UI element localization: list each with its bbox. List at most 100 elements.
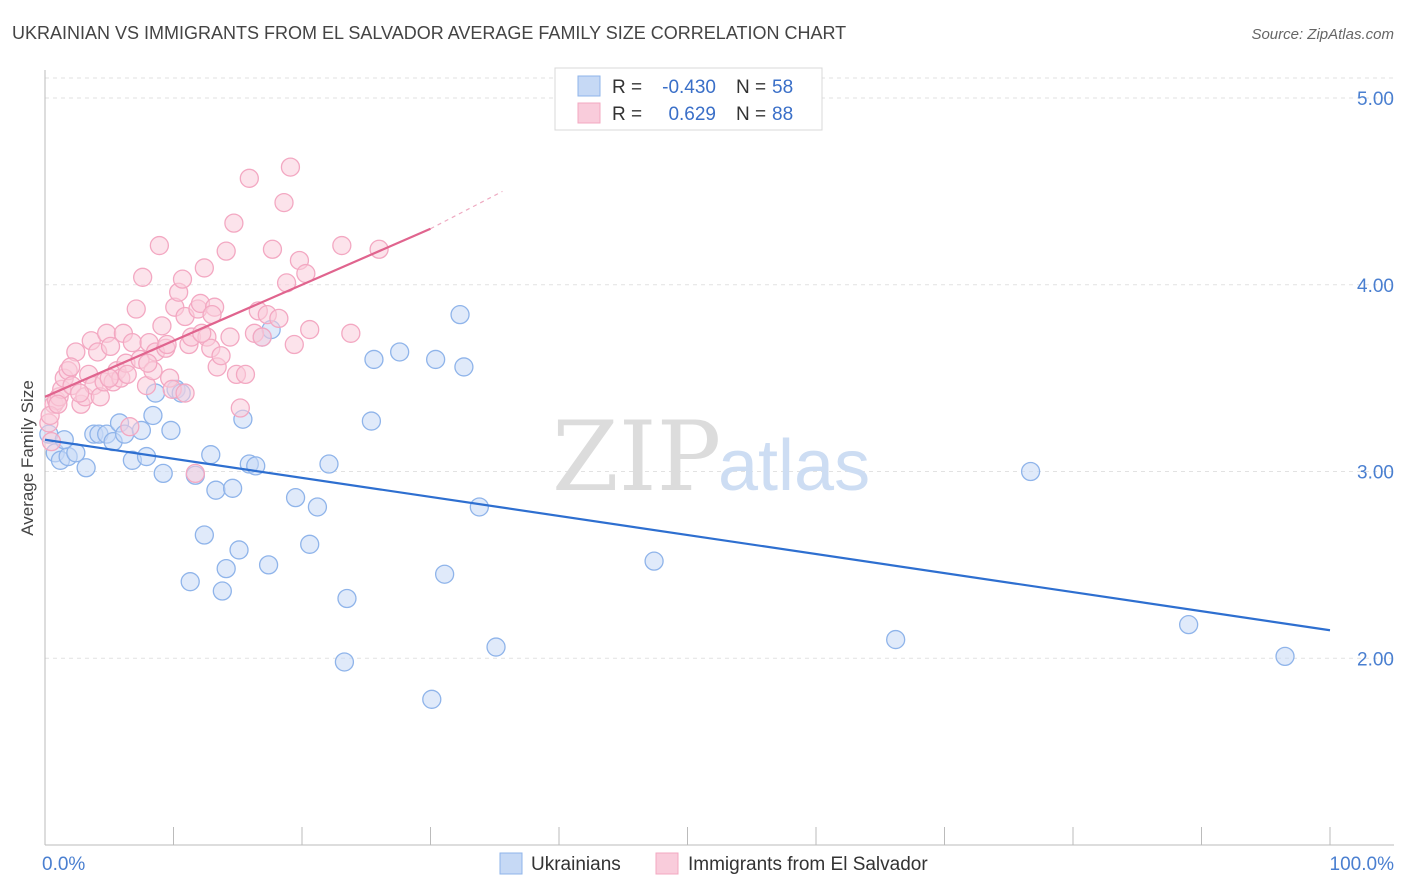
- point-el-salvador-26: [122, 333, 143, 353]
- point-ukrainians-51: [486, 637, 506, 657]
- stats-n-value-el-salvador: 88: [772, 104, 793, 125]
- point-el-salvador-19: [100, 336, 121, 357]
- stats-r-label-ukrainians: R =: [612, 77, 642, 98]
- point-el-salvador-75: [341, 323, 361, 343]
- point-el-salvador-55: [220, 327, 240, 347]
- stats-r-label-el-salvador: R =: [612, 104, 642, 125]
- point-ukrainians-17: [153, 463, 173, 484]
- point-ukrainians-18: [161, 420, 181, 441]
- stats-n-label-ukrainians: N =: [736, 77, 766, 98]
- point-el-salvador-70: [284, 334, 304, 355]
- point-el-salvador-27: [126, 299, 146, 319]
- point-el-salvador-60: [239, 168, 259, 188]
- stats-n-value-ukrainians: 58: [772, 77, 793, 98]
- point-ukrainians-5: [76, 458, 96, 478]
- watermark-atlas: atlas: [718, 426, 870, 506]
- bottom-legend: Ukrainians Immigrants from El Salvador: [499, 852, 928, 875]
- stats-r-value-ukrainians: -0.430: [662, 77, 716, 98]
- y-tick-label-2: 4.00: [1357, 276, 1394, 297]
- point-ukrainians-38: [307, 497, 328, 517]
- legend-label-ukrainians: Ukrainians: [531, 854, 621, 875]
- stats-r-value-el-salvador: 0.629: [668, 104, 716, 125]
- point-ukrainians-21: [180, 572, 200, 592]
- x-tick-marks: [173, 827, 1331, 845]
- point-el-salvador-79: [61, 357, 81, 377]
- chart-title: UKRAINIAN VS IMMIGRANTS FROM EL SALVADOR…: [12, 23, 846, 43]
- legend-swatch-el-salvador: [655, 852, 679, 875]
- point-el-salvador-78: [48, 394, 68, 414]
- point-el-salvador-83: [138, 353, 158, 373]
- chart-source: Source: ZipAtlas.com: [1251, 26, 1394, 43]
- x-tick-label-max: 100.0%: [1330, 854, 1395, 875]
- point-el-salvador-54: [216, 241, 236, 261]
- point-ukrainians-25: [206, 480, 226, 500]
- point-el-salvador-56: [224, 213, 244, 233]
- point-el-salvador-74: [332, 235, 352, 256]
- point-ukrainians-24: [201, 445, 221, 465]
- y-tick-label-3: 5.00: [1357, 89, 1394, 110]
- point-el-salvador-29: [133, 267, 153, 287]
- trend-line-el-salvador: [44, 227, 431, 398]
- y-tick-labels: 2.00 3.00 4.00 5.00: [1357, 89, 1394, 670]
- point-el-salvador-82: [117, 364, 137, 385]
- watermark: ZIP atlas: [552, 401, 870, 513]
- point-el-salvador-34: [149, 235, 170, 256]
- stats-n-label-el-salvador: N =: [736, 104, 766, 125]
- point-ukrainians-29: [229, 540, 249, 560]
- point-el-salvador-59: [235, 364, 256, 385]
- point-ukrainians-40: [334, 652, 355, 672]
- point-el-salvador-73: [300, 319, 320, 340]
- trend-extension-el-salvador: [430, 190, 503, 230]
- point-ukrainians-46: [425, 349, 446, 370]
- y-axis-label: Average Family Size: [18, 380, 37, 536]
- point-el-salvador-35: [152, 316, 172, 336]
- point-ukrainians-48: [450, 304, 470, 325]
- point-ukrainians-28: [222, 478, 243, 498]
- point-el-salvador-45: [185, 463, 205, 484]
- stats-legend: R = -0.430 N = 58 R = 0.629 N = 88: [554, 67, 823, 131]
- point-el-salvador-67: [274, 192, 294, 213]
- point-el-salvador-80: [70, 383, 90, 403]
- point-ukrainians-44: [390, 342, 410, 362]
- point-ukrainians-49: [454, 357, 474, 377]
- point-el-salvador-69: [280, 157, 301, 177]
- point-el-salvador-66: [269, 308, 289, 329]
- point-el-salvador-63: [252, 327, 272, 347]
- point-el-salvador-48: [194, 258, 214, 278]
- y-tick-label-0: 2.00: [1357, 649, 1394, 670]
- point-el-salvador-25: [120, 417, 140, 437]
- point-ukrainians-43: [361, 411, 382, 431]
- point-el-salvador-85: [175, 383, 195, 403]
- point-ukrainians-55: [1179, 614, 1199, 635]
- x-tick-label-min: 0.0%: [42, 854, 85, 875]
- point-ukrainians-26: [212, 581, 232, 601]
- point-ukrainians-41: [337, 588, 357, 609]
- legend-swatch-ukrainians: [499, 852, 523, 875]
- trend-lines: [44, 190, 1331, 632]
- point-el-salvador-65: [262, 239, 283, 259]
- point-ukrainians-27: [216, 558, 236, 579]
- point-ukrainians-36: [285, 488, 306, 508]
- legend-label-el-salvador: Immigrants from El Salvador: [688, 854, 928, 875]
- stats-swatch-el-salvador: [577, 102, 601, 124]
- point-el-salvador-53: [211, 346, 231, 366]
- watermark-zip: ZIP: [552, 401, 721, 513]
- point-ukrainians-34: [258, 555, 279, 575]
- point-ukrainians-39: [319, 454, 339, 474]
- point-ukrainians-45: [422, 689, 442, 709]
- point-ukrainians-37: [300, 534, 320, 554]
- stats-swatch-ukrainians: [577, 75, 601, 97]
- y-tick-label-1: 3.00: [1357, 463, 1394, 484]
- point-el-salvador-41: [172, 269, 193, 289]
- point-ukrainians-23: [194, 525, 214, 545]
- point-ukrainians-52: [644, 551, 664, 571]
- point-ukrainians-42: [364, 349, 384, 370]
- point-ukrainians-54: [1020, 461, 1041, 482]
- trend-line-ukrainians: [44, 438, 1331, 632]
- point-ukrainians-53: [886, 629, 906, 650]
- point-el-salvador-86: [192, 323, 212, 343]
- point-ukrainians-15: [143, 405, 163, 426]
- point-ukrainians-47: [434, 564, 455, 584]
- point-ukrainians-50: [469, 497, 489, 517]
